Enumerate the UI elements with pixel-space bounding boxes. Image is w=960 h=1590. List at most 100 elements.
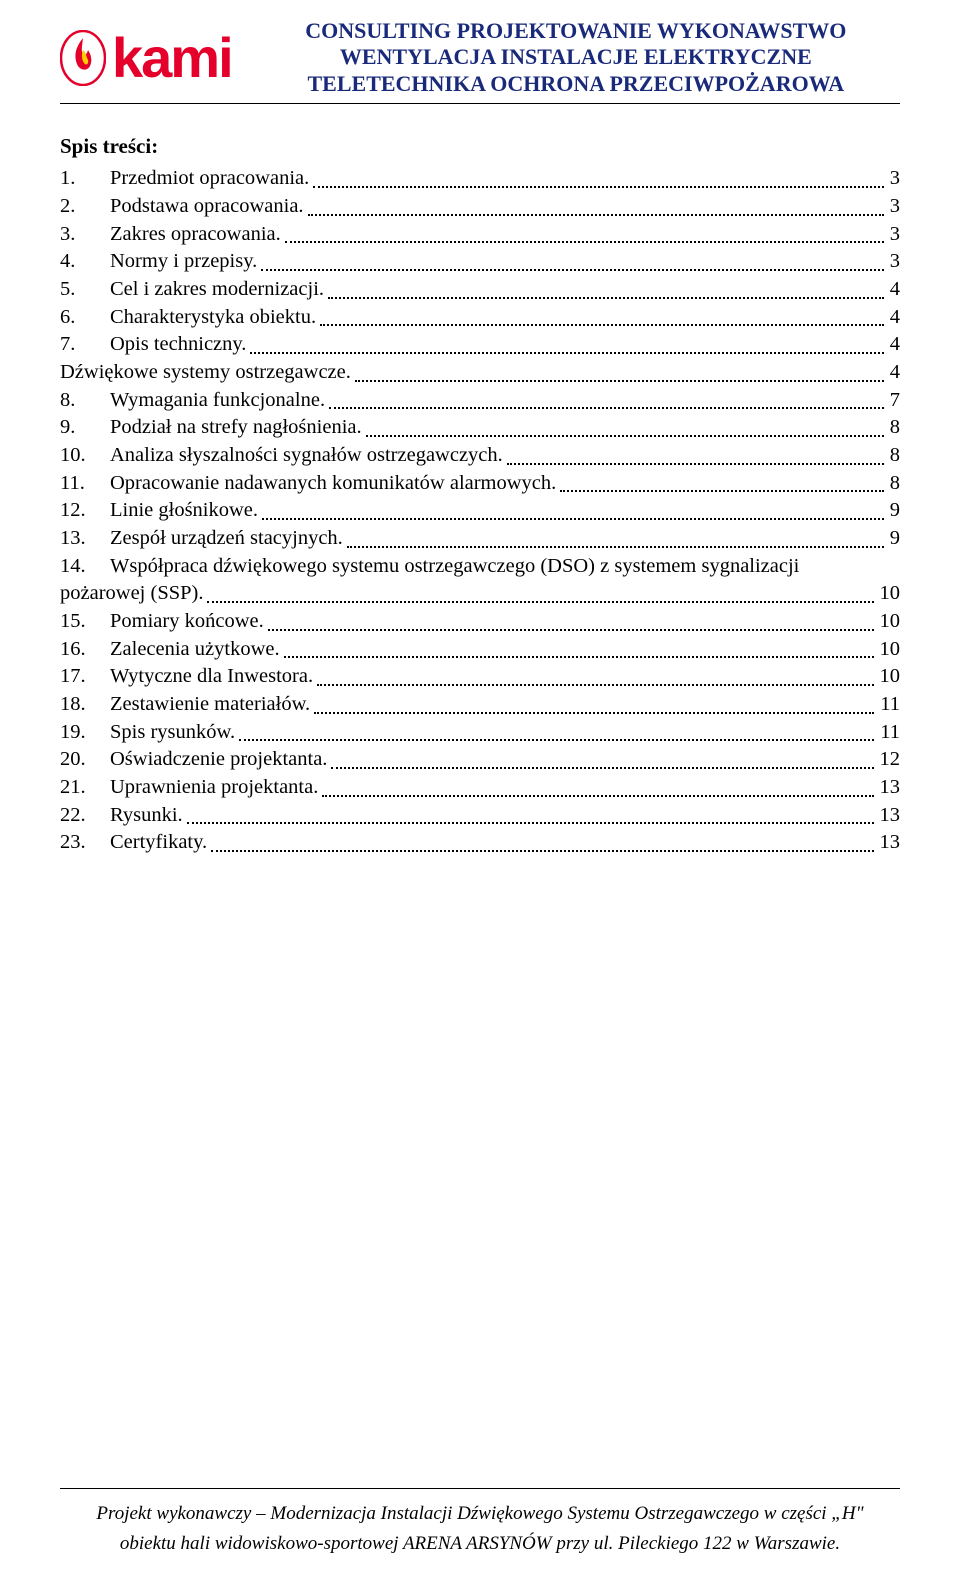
logo-text: kami <box>112 30 232 86</box>
toc-label: Oświadczenie projektanta. <box>110 746 327 774</box>
table-of-contents: 1.Przedmiot opracowania. 32.Podstawa opr… <box>60 165 900 857</box>
toc-page: 9 <box>888 525 900 553</box>
header-line-3: TELETECHNIKA OCHRONA PRZECIWPOŻAROWA <box>252 71 900 97</box>
toc-page: 10 <box>878 636 901 664</box>
toc-page: 8 <box>888 470 900 498</box>
toc-page: 4 <box>888 331 900 359</box>
toc-entry: 17.Wytyczne dla Inwestora. 10 <box>60 663 900 691</box>
toc-num: 21. <box>60 774 110 802</box>
toc-leader <box>322 774 873 797</box>
toc-label: Cel i zakres modernizacji. <box>110 276 324 304</box>
footer-divider <box>60 1488 900 1489</box>
toc-label: Zestawienie materiałów. <box>110 691 310 719</box>
toc-label: Podstawa opracowania. <box>110 193 304 221</box>
toc-page: 10 <box>878 663 901 691</box>
page-header: kami CONSULTING PROJEKTOWANIE WYKONAWSTW… <box>60 18 900 97</box>
toc-num: 8. <box>60 387 110 415</box>
toc-entry: Dźwiękowe systemy ostrzegawcze. 4 <box>60 359 900 387</box>
toc-num: 9. <box>60 414 110 442</box>
toc-label: Przedmiot opracowania. <box>110 165 309 193</box>
toc-label: Dźwiękowe systemy ostrzegawcze. <box>60 359 351 387</box>
toc-entry: 14.Współpraca dźwiękowego systemu ostrze… <box>60 553 900 608</box>
toc-entry: 12.Linie głośnikowe. 9 <box>60 497 900 525</box>
toc-entry: 4.Normy i przepisy. 3 <box>60 248 900 276</box>
toc-page: 13 <box>878 829 901 857</box>
toc-num: 16. <box>60 636 110 664</box>
toc-page: 13 <box>878 774 901 802</box>
toc-leader <box>308 193 884 216</box>
toc-leader <box>317 663 873 686</box>
toc-entry: 5.Cel i zakres modernizacji. 4 <box>60 276 900 304</box>
toc-label: Współpraca dźwiękowego systemu ostrzegaw… <box>110 555 799 577</box>
toc-page: 12 <box>878 746 901 774</box>
toc-label: Opis techniczny. <box>110 331 246 359</box>
toc-label: Spis rysunków. <box>110 719 235 747</box>
toc-label: Analiza słyszalności sygnałów ostrzegawc… <box>110 442 503 470</box>
toc-entry: 16.Zalecenia użytkowe. 10 <box>60 636 900 664</box>
logo: kami <box>60 30 232 86</box>
toc-leader <box>285 221 884 244</box>
header-divider <box>60 103 900 104</box>
header-line-2: WENTYLACJA INSTALACJE ELEKTRYCZNE <box>252 44 900 70</box>
toc-label: Wytyczne dla Inwestora. <box>110 663 313 691</box>
toc-entry: 9.Podział na strefy nagłośnienia. 8 <box>60 414 900 442</box>
toc-label: Zalecenia użytkowe. <box>110 636 280 664</box>
page-footer: Projekt wykonawczy – Modernizacja Instal… <box>60 1488 900 1558</box>
toc-leader <box>313 165 884 188</box>
toc-label: Zespół urządzeń stacyjnych. <box>110 525 343 553</box>
toc-num: 13. <box>60 525 110 553</box>
toc-page: 8 <box>888 442 900 470</box>
toc-entry: 3.Zakres opracowania. 3 <box>60 221 900 249</box>
toc-page: 8 <box>888 414 900 442</box>
toc-page: 11 <box>878 719 900 747</box>
toc-num: 1. <box>60 165 110 193</box>
toc-entry: 15.Pomiary końcowe. 10 <box>60 608 900 636</box>
toc-num: 14. <box>60 553 110 581</box>
toc-leader <box>211 829 873 852</box>
toc-label: Rysunki. <box>110 802 183 830</box>
toc-num: 12. <box>60 497 110 525</box>
toc-num: 4. <box>60 248 110 276</box>
toc-entry: 8.Wymagania funkcjonalne. 7 <box>60 387 900 415</box>
toc-page: 4 <box>888 276 900 304</box>
toc-entry: 20.Oświadczenie projektanta. 12 <box>60 746 900 774</box>
toc-entry: 7.Opis techniczny. 4 <box>60 331 900 359</box>
toc-entry: 19.Spis rysunków. 11 <box>60 719 900 747</box>
toc-leader <box>250 331 883 354</box>
toc-page: 4 <box>888 359 900 387</box>
toc-num: 5. <box>60 276 110 304</box>
toc-entry: 10.Analiza słyszalności sygnałów ostrzeg… <box>60 442 900 470</box>
toc-num: 20. <box>60 746 110 774</box>
footer-line-2: obiektu hali widowiskowo-sportowej ARENA… <box>60 1529 900 1558</box>
toc-num: 22. <box>60 802 110 830</box>
toc-label: Wymagania funkcjonalne. <box>110 387 325 415</box>
toc-num: 11. <box>60 470 110 498</box>
toc-entry: 6.Charakterystyka obiektu. 4 <box>60 304 900 332</box>
toc-num: 19. <box>60 719 110 747</box>
toc-label: Podział na strefy nagłośnienia. <box>110 414 362 442</box>
toc-leader <box>560 470 883 493</box>
toc-title: Spis treści: <box>60 134 900 159</box>
toc-entry: 1.Przedmiot opracowania. 3 <box>60 165 900 193</box>
toc-leader <box>347 525 884 548</box>
toc-entry: 13.Zespół urządzeń stacyjnych. 9 <box>60 525 900 553</box>
toc-page: 13 <box>878 802 901 830</box>
toc-label: Certyfikaty. <box>110 829 207 857</box>
toc-num: 23. <box>60 829 110 857</box>
toc-label: Uprawnienia projektanta. <box>110 774 318 802</box>
toc-page: 10 <box>878 608 901 636</box>
toc-num: 7. <box>60 331 110 359</box>
toc-label: Opracowanie nadawanych komunikatów alarm… <box>110 470 556 498</box>
toc-leader <box>328 276 884 299</box>
toc-page: 3 <box>888 248 900 276</box>
toc-page: 3 <box>888 193 900 221</box>
footer-line-1: Projekt wykonawczy – Modernizacja Instal… <box>60 1499 900 1528</box>
toc-num: 17. <box>60 663 110 691</box>
flame-icon <box>60 30 106 86</box>
toc-label: Zakres opracowania. <box>110 221 281 249</box>
header-line-1: CONSULTING PROJEKTOWANIE WYKONAWSTWO <box>252 18 900 44</box>
toc-page: 10 <box>878 580 901 608</box>
toc-entry: 18.Zestawienie materiałów. 11 <box>60 691 900 719</box>
toc-num: 3. <box>60 221 110 249</box>
toc-leader <box>314 691 874 714</box>
